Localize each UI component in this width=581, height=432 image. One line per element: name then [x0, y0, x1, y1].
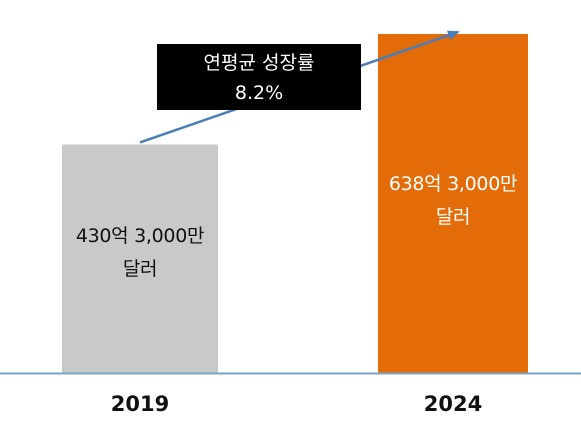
bar-data-label-2019-line1: 430억 3,000만 — [75, 225, 205, 247]
cagr-annotation-value: 8.2% — [234, 82, 284, 104]
cagr-annotation-box: 연평균 성장률 8.2% — [157, 44, 361, 110]
cagr-annotation-title: 연평균 성장률 — [203, 52, 315, 74]
bar-data-label-2024-line2: 달러 — [435, 206, 471, 229]
x-tick-label-2024: 2024 — [423, 392, 483, 416]
bar-data-label-2024-line1: 638억 3,000만 — [388, 173, 518, 195]
bar-2019 — [62, 144, 218, 373]
bar-data-label-2019: 430억 3,000만 달러 — [62, 220, 218, 287]
x-tick-label-2019: 2019 — [110, 392, 170, 416]
bar-data-label-2024: 638억 3,000만 달러 — [378, 168, 528, 235]
bar-data-label-2019-line2: 달러 — [122, 258, 158, 281]
bar-2024 — [378, 34, 528, 373]
